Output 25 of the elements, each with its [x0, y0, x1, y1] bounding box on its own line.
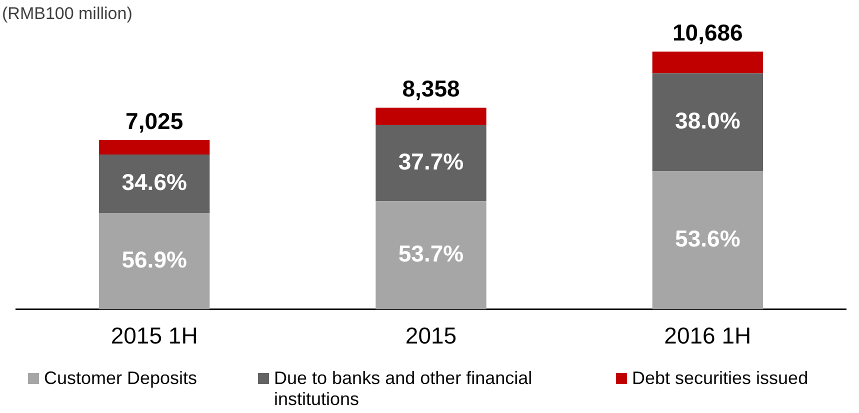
- annotation: 38.0%: [675, 108, 740, 134]
- annotation: 53.6%: [675, 226, 740, 252]
- bar: [376, 201, 486, 310]
- bar: [652, 52, 763, 74]
- legend-label: Due to banks and other financial institutions: [274, 368, 534, 410]
- annotation: 7,025: [126, 108, 184, 134]
- annotation: 56.9%: [122, 246, 187, 273]
- y-axis-title: (RMB100 million): [2, 4, 132, 24]
- legend-label: Customer Deposits: [44, 368, 198, 389]
- bar: [99, 154, 210, 213]
- bar: [652, 171, 763, 310]
- annotation: 8,358: [402, 76, 460, 102]
- bar: [376, 108, 486, 126]
- annotation: 53.7%: [398, 240, 464, 267]
- annotation: 34.6%: [122, 169, 187, 196]
- x-tick-label: 2015: [405, 322, 457, 349]
- x-tick-label: 2015 1H: [110, 322, 198, 349]
- bar: [652, 73, 763, 172]
- bar: [376, 125, 486, 202]
- bar: [99, 140, 210, 154]
- annotation: 37.7%: [398, 148, 464, 174]
- legend-label: Debt securities issued: [632, 368, 808, 389]
- x-tick-label: 2016 1H: [664, 322, 752, 349]
- annotation: 10,686: [672, 19, 743, 46]
- bar: [99, 212, 210, 310]
